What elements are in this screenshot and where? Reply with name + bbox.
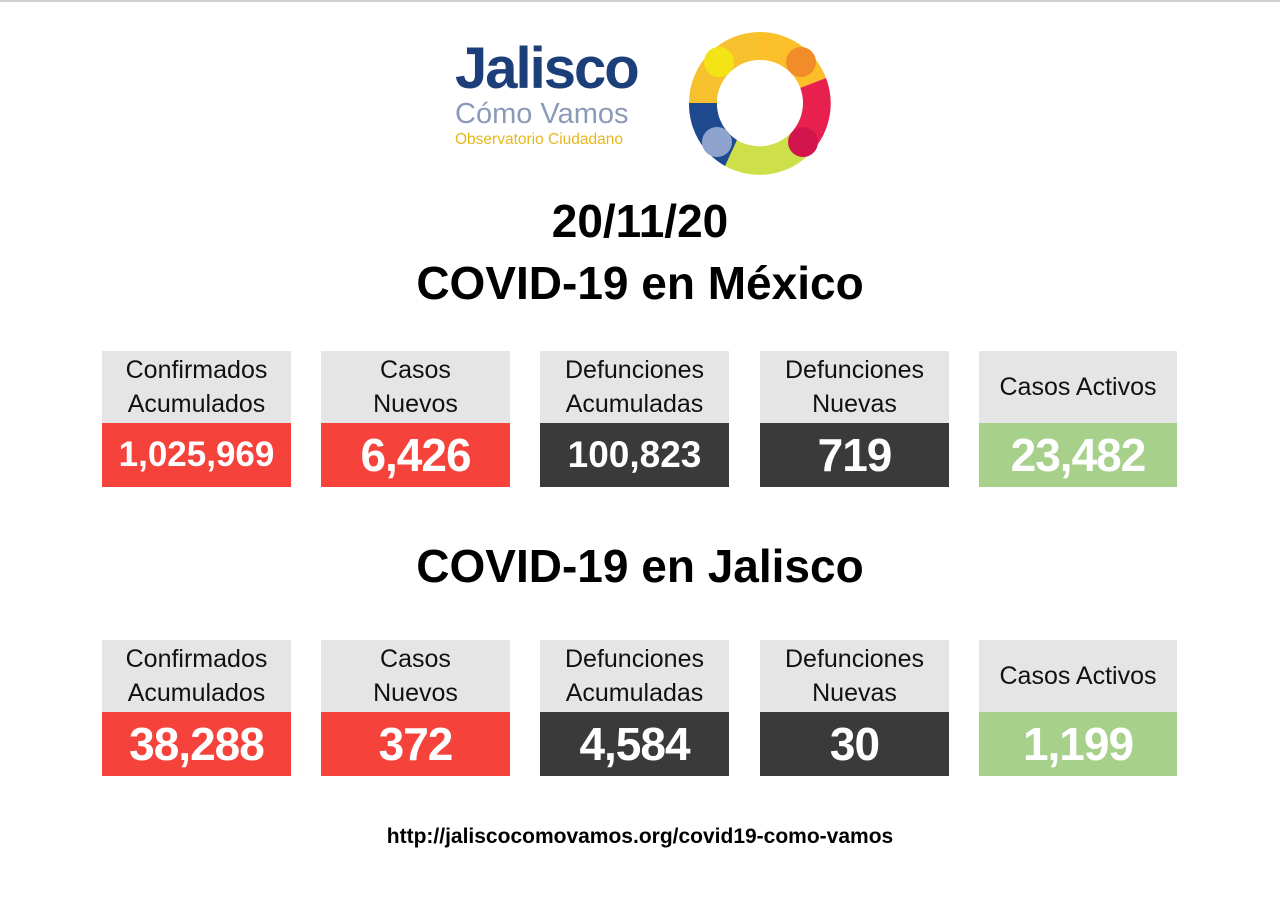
stat-label: Casos Activos xyxy=(979,351,1177,423)
stat-label: Confirmados Acumulados xyxy=(102,351,291,423)
report-date: 20/11/20 xyxy=(551,195,729,247)
stat-value: 6,426 xyxy=(321,423,510,487)
stat-label: Defunciones Acumuladas xyxy=(540,640,729,712)
stat-label: Confirmados Acumulados xyxy=(102,640,291,712)
logo-ring-icon xyxy=(688,32,831,175)
mexico-confirmed-total-card: Confirmados Acumulados 1,025,969 xyxy=(102,351,291,487)
jalisco-stats-row: Confirmados Acumulados 38,288 Casos Nuev… xyxy=(0,640,1280,776)
mexico-new-cases-card: Casos Nuevos 6,426 xyxy=(321,351,510,487)
stat-value: 372 xyxy=(321,712,510,776)
stat-label: Defunciones Nuevas xyxy=(760,351,949,423)
logo-tagline: Observatorio Ciudadano xyxy=(455,131,624,148)
jalisco-new-cases-card: Casos Nuevos 372 xyxy=(321,640,510,776)
stat-value: 4,584 xyxy=(540,712,729,776)
stat-value: 1,199 xyxy=(979,712,1177,776)
jalisco-confirmed-total-card: Confirmados Acumulados 38,288 xyxy=(102,640,291,776)
jalisco-active-cases-card: Casos Activos 1,199 xyxy=(979,640,1177,776)
logo-subtitle: Cómo Vamos xyxy=(455,98,629,130)
stat-value: 38,288 xyxy=(102,712,291,776)
stat-value: 100,823 xyxy=(540,423,729,487)
logo-title: Jalisco xyxy=(455,36,640,101)
jalisco-como-vamos-logo: Jalisco Cómo Vamos Observatorio Ciudadan… xyxy=(455,28,845,178)
mexico-new-deaths-card: Defunciones Nuevas 719 xyxy=(760,351,949,487)
mexico-deaths-total-card: Defunciones Acumuladas 100,823 xyxy=(540,351,729,487)
stat-label: Defunciones Acumuladas xyxy=(540,351,729,423)
stat-label: Casos Nuevos xyxy=(321,640,510,712)
jalisco-section-title: COVID-19 en Jalisco xyxy=(416,540,864,592)
mexico-active-cases-card: Casos Activos 23,482 xyxy=(979,351,1177,487)
stat-label: Casos Nuevos xyxy=(321,351,510,423)
jalisco-deaths-total-card: Defunciones Acumuladas 4,584 xyxy=(540,640,729,776)
mexico-stats-row: Confirmados Acumulados 1,025,969 Casos N… xyxy=(0,351,1280,487)
stat-label: Casos Activos xyxy=(979,640,1177,712)
stat-value: 23,482 xyxy=(979,423,1177,487)
logo-wordmark: Jalisco Cómo Vamos Observatorio Ciudadan… xyxy=(455,40,670,150)
jalisco-new-deaths-card: Defunciones Nuevas 30 xyxy=(760,640,949,776)
stat-value: 719 xyxy=(760,423,949,487)
stat-label: Defunciones Nuevas xyxy=(760,640,949,712)
mexico-section-title: COVID-19 en México xyxy=(416,257,864,309)
stat-value: 1,025,969 xyxy=(102,423,291,487)
top-divider xyxy=(0,0,1280,2)
stat-value: 30 xyxy=(760,712,949,776)
source-url: http://jaliscocomovamos.org/covid19-como… xyxy=(386,825,894,848)
